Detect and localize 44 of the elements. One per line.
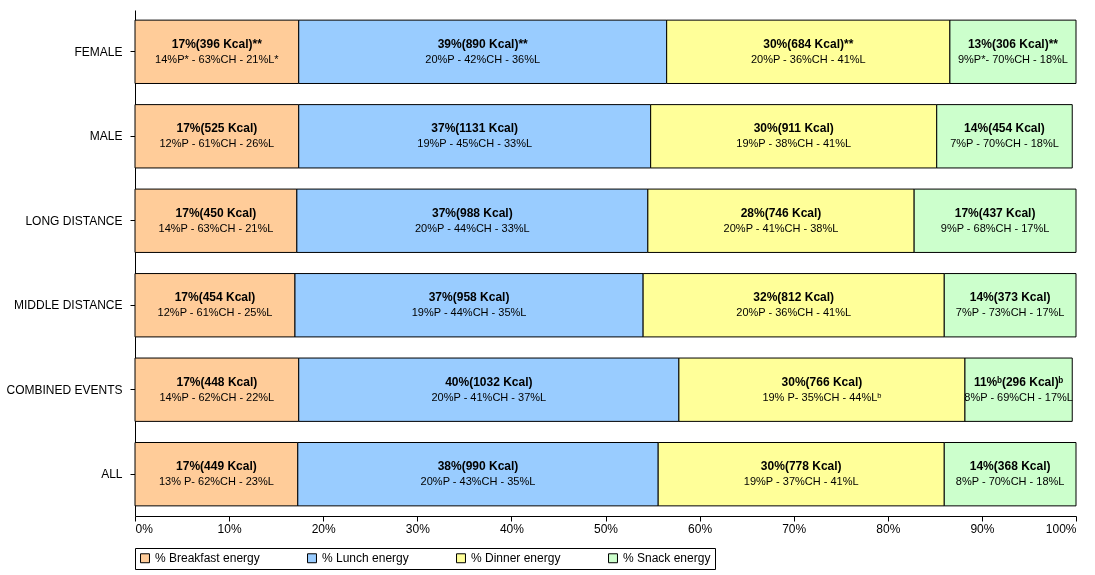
x-tick-label: 100%	[1045, 521, 1077, 536]
text: 14%(454 Kcal) 7%P - 70%CH - 18%L	[950, 121, 1059, 150]
y-tick-label: MIDDLE DISTANCE	[14, 298, 123, 313]
y-tick-label: LONG DISTANCE	[25, 213, 123, 228]
text: 30%(778 Kcal) 19%P - 37%CH - 41%L	[743, 459, 859, 488]
x-tick-label: 30%	[405, 521, 431, 536]
text: 30%(684 Kcal)** 20%P - 36%CH - 41%L	[750, 36, 866, 65]
x-tick-label: 60%	[688, 521, 713, 536]
legend-label: % Breakfast energy	[155, 551, 260, 566]
text: 17%(396 Kcal)** 14%P* - 63%CH - 21%L*	[155, 36, 279, 65]
legend-label: % Lunch energy	[322, 551, 409, 566]
text: 39%(890 Kcal)** 20%P - 42%CH - 36%L	[425, 36, 541, 65]
text: 17%(437 Kcal) 9%P - 68%CH - 17%L	[940, 205, 1050, 234]
text: 32%(812 Kcal) 20%P - 36%CH - 41%L	[736, 290, 852, 319]
y-tick-label: ALL	[101, 467, 123, 482]
y-tick-label: FEMALE	[74, 44, 123, 59]
text: 37%(988 Kcal) 20%P - 44%CH - 33%L	[414, 205, 530, 234]
text: 14%(373 Kcal) 7%P - 73%CH - 17%L	[955, 290, 1065, 319]
text: 30%(766 Kcal) 19% P- 35%CH - 44%Lᵇ	[762, 374, 882, 403]
text: 30%(911 Kcal) 19%P - 38%CH - 41%L	[736, 121, 852, 150]
x-tick-label: 40%	[499, 521, 525, 536]
x-tick-label: 20%	[311, 521, 337, 536]
text: 38%(990 Kcal) 20%P - 43%CH - 35%L	[420, 459, 536, 488]
text: 17%(450 Kcal) 14%P - 63%CH - 21%L	[158, 205, 274, 234]
y-tick-label: COMBINED EVENTS	[6, 382, 123, 397]
text: 37%(1131 Kcal) 19%P - 45%CH - 33%L	[417, 121, 533, 150]
text: 17%(449 Kcal) 13% P- 62%CH - 23%L	[158, 459, 274, 488]
text: 13%(306 Kcal)** 9%P*- 70%CH - 18%L	[957, 36, 1068, 65]
text: 37%(958 Kcal) 19%P - 44%CH - 35%L	[411, 290, 527, 319]
x-tick-label: 70%	[782, 521, 807, 536]
x-tick-label: 50%	[593, 521, 619, 536]
text: 28%(746 Kcal) 20%P - 41%CH - 38%L	[723, 205, 839, 234]
x-tick-label: 80%	[876, 521, 901, 536]
text: 17%(454 Kcal) 12%P - 61%CH - 25%L	[157, 290, 273, 319]
text: 17%(448 Kcal) 14%P - 62%CH - 22%L	[159, 374, 275, 403]
x-tick-label: 90%	[970, 521, 995, 536]
text: 17%(525 Kcal) 12%P - 61%CH - 26%L	[159, 121, 275, 150]
legend-label: % Snack energy	[623, 551, 711, 566]
legend-label: % Dinner energy	[471, 551, 561, 566]
text: 14%(368 Kcal) 8%P - 70%CH - 18%L	[955, 459, 1065, 488]
x-tick-label: 10%	[217, 521, 242, 536]
text: 40%(1032 Kcal) 20%P - 41%CH - 37%L	[431, 374, 547, 403]
y-tick-label: MALE	[89, 129, 123, 144]
x-tick-label: 0%	[135, 521, 154, 536]
